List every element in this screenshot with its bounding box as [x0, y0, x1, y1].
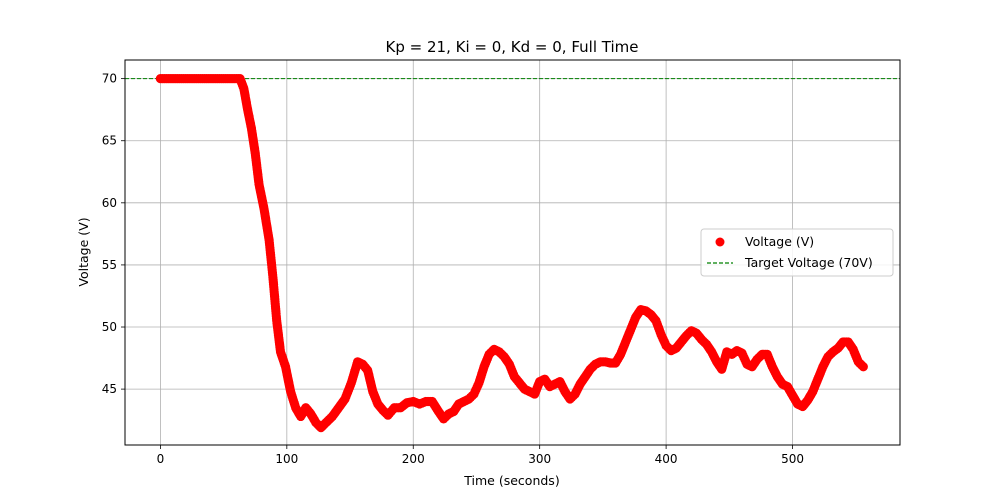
legend-label-voltage: Voltage (V) [745, 234, 814, 249]
y-tick-label: 60 [102, 196, 117, 210]
legend-label-target: Target Voltage (70V) [744, 255, 873, 270]
data-points [155, 74, 868, 433]
x-tick-label: 500 [781, 452, 804, 466]
legend-box [700, 228, 894, 277]
data-point [858, 362, 868, 372]
y-tick-label: 65 [102, 134, 117, 148]
x-tick-label: 0 [157, 452, 165, 466]
y-axis-title: Voltage (V) [76, 217, 91, 286]
y-tick-label: 55 [102, 258, 117, 272]
y-tick-label: 45 [102, 382, 117, 396]
x-tick-label: 400 [655, 452, 678, 466]
x-tick-label: 200 [402, 452, 425, 466]
plot-frame [124, 59, 901, 446]
chart-title: Kp = 21, Ki = 0, Kd = 0, Full Time [386, 38, 639, 56]
x-axis-title: Time (seconds) [463, 473, 559, 488]
x-tick-label: 100 [275, 452, 298, 466]
x-tick-label: 300 [528, 452, 551, 466]
axis-ticks: 0 100 200 300 400 500 45 50 55 60 65 70 [102, 72, 804, 466]
legend: Voltage (V) Target Voltage (70V) [700, 228, 894, 277]
legend-marker-voltage [715, 237, 725, 247]
y-tick-label: 70 [102, 72, 117, 86]
y-tick-label: 50 [102, 320, 117, 334]
